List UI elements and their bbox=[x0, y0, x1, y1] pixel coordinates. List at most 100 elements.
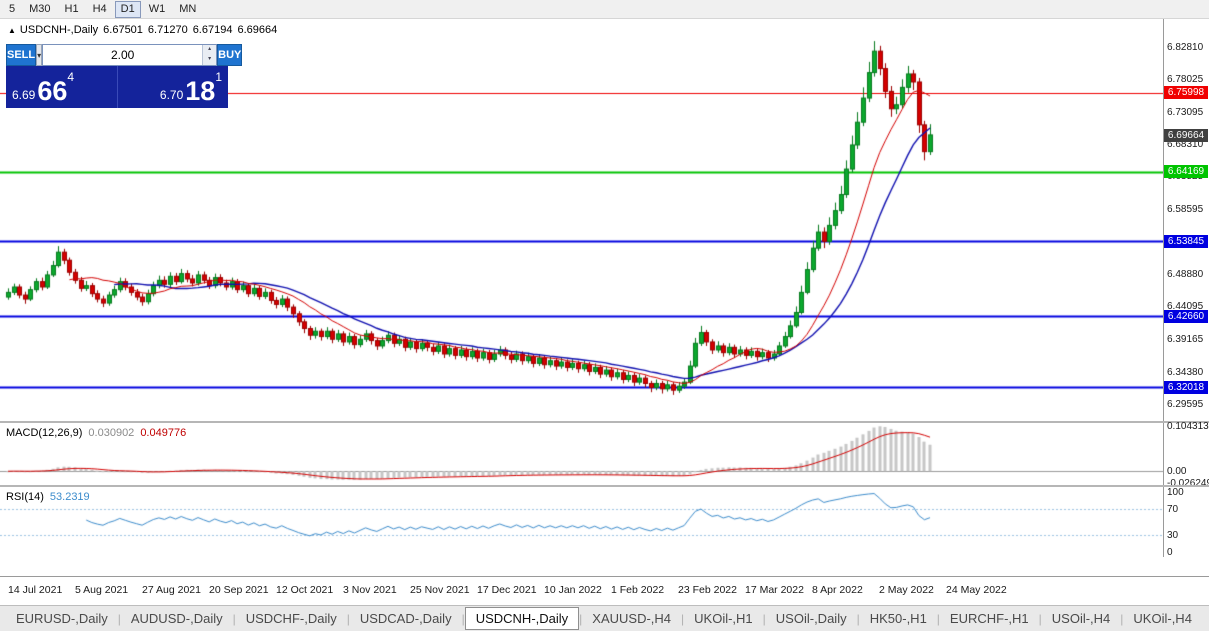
rsi-axis-tick: 0 bbox=[1167, 547, 1173, 558]
price-pane: 6.828106.780256.730956.683106.635256.585… bbox=[0, 19, 1209, 421]
price-tick: 6.78025 bbox=[1167, 74, 1204, 86]
macd-axis-tick: 0.104313 bbox=[1167, 421, 1209, 433]
ohlc-close: 6.69664 bbox=[237, 24, 278, 36]
price-tick: 6.44095 bbox=[1167, 301, 1204, 313]
chevron-down-icon: ▾ bbox=[37, 50, 42, 60]
timeframe-button-h4[interactable]: H4 bbox=[92, 2, 107, 15]
price-tick: 6.68310 bbox=[1167, 139, 1204, 151]
volume-field-wrap: ▴ ▾ bbox=[42, 44, 218, 66]
date-label: 2 May 2022 bbox=[879, 584, 934, 596]
sell-price-big: 66 bbox=[37, 76, 68, 106]
chart-tab-eurusd-daily[interactable]: EURUSD-,Daily bbox=[16, 611, 108, 626]
timeframe-button-5[interactable]: 5 bbox=[9, 2, 16, 15]
pane-separator[interactable] bbox=[0, 485, 1209, 487]
timeframe-button-d1[interactable]: D1 bbox=[114, 0, 141, 18]
date-label: 3 Nov 2021 bbox=[343, 584, 397, 596]
level-price-badge: 6.75998 bbox=[1164, 86, 1208, 100]
chart-tab-usdchf-daily[interactable]: USDCHF-,Daily bbox=[245, 611, 337, 626]
macd-pane: 0.104313 0.00 -0.026249 MACD(12,26,9) 0.030… bbox=[0, 421, 1209, 489]
buy-price-big: 18 bbox=[185, 76, 216, 106]
buy-price-display[interactable]: 6.70 18 1 bbox=[116, 66, 229, 108]
chart-tab-usdcnh-daily[interactable]: USDCNH-,Daily bbox=[464, 607, 580, 630]
collapse-arrow-icon: ▲ bbox=[8, 26, 16, 35]
chart-tab-ukoil-h1[interactable]: UKOil-,H1 bbox=[694, 611, 753, 626]
price-tick: 6.34380 bbox=[1167, 366, 1204, 378]
timeframe-button-m30[interactable]: M30 bbox=[29, 2, 51, 15]
date-label: 1 Feb 2022 bbox=[611, 584, 665, 596]
sell-price-display[interactable]: 6.69 66 4 bbox=[6, 66, 117, 108]
chart-tab-xauusd-h4[interactable]: XAUUSD-,H4 bbox=[592, 611, 672, 626]
chart-tab-usoil-h4[interactable]: USOil-,H4 bbox=[1051, 611, 1111, 626]
date-label: 17 Dec 2021 bbox=[477, 584, 537, 596]
rsi-axis-tick: 70 bbox=[1167, 503, 1179, 515]
buy-button[interactable]: BUY bbox=[217, 44, 243, 66]
macd-axis-tick: 0.00 bbox=[1167, 466, 1187, 478]
date-label: 17 Mar 2022 bbox=[745, 584, 804, 596]
level-price-badge: 6.42660 bbox=[1164, 309, 1208, 323]
level-price-badge: 6.32018 bbox=[1164, 380, 1208, 394]
chart-area: 6.828106.780256.730956.683106.635256.585… bbox=[0, 19, 1209, 631]
date-label: 27 Aug 2021 bbox=[142, 584, 201, 596]
date-label: 20 Sep 2021 bbox=[209, 584, 269, 596]
rsi-axis-tick: 30 bbox=[1167, 530, 1179, 542]
level-price-badge: 6.64169 bbox=[1164, 165, 1208, 179]
timeframe-button-mn[interactable]: MN bbox=[179, 2, 197, 15]
price-tick: 6.39165 bbox=[1167, 334, 1204, 346]
buy-price-small: 6.70 bbox=[159, 88, 184, 102]
chart-title: ▲ USDCNH-,Daily 6.67501 6.71270 6.67194 6.696… bbox=[8, 24, 277, 36]
sell-price-small: 6.69 bbox=[12, 88, 36, 102]
chart-tab-hk50-h1[interactable]: HK50-,H1 bbox=[869, 611, 927, 626]
rsi-canvas[interactable] bbox=[0, 487, 1163, 557]
price-tick: 6.73095 bbox=[1167, 107, 1204, 119]
current-price-badge: 6.69664 bbox=[1164, 128, 1208, 142]
macd-canvas[interactable] bbox=[0, 423, 1163, 485]
price-tick: 6.29595 bbox=[1167, 398, 1204, 410]
rsi-value: 53.2319 bbox=[49, 491, 90, 503]
volume-decrease-button[interactable]: ▾ bbox=[203, 55, 217, 65]
rsi-pane: 100 70 30 0 RSI(14) 53.2319 bbox=[0, 487, 1209, 558]
sell-button[interactable]: SELL bbox=[6, 44, 37, 66]
chart-tab-eurchf-h1[interactable]: EURCHF-,H1 bbox=[949, 611, 1029, 626]
pane-separator[interactable] bbox=[0, 421, 1209, 423]
chart-tab-usdcad-daily[interactable]: USDCAD-,Daily bbox=[359, 611, 452, 626]
timeframe-button-w1[interactable]: W1 bbox=[148, 2, 166, 15]
chart-tab-bar: EURUSD-,Daily | AUDUSD-,Daily | USDCHF-,Dail… bbox=[0, 605, 1209, 631]
ohlc-low: 6.67194 bbox=[192, 24, 233, 36]
date-label: 10 Jan 2022 bbox=[544, 584, 602, 596]
date-label: 14 Jul 2021 bbox=[8, 584, 63, 596]
date-label: 24 May 2022 bbox=[946, 584, 1007, 596]
date-label: 5 Aug 2021 bbox=[75, 584, 129, 596]
chart-tab-usoil-daily[interactable]: USOil-,Daily bbox=[775, 611, 847, 626]
chart-symbol-label: USDCNH-,Daily bbox=[19, 24, 99, 36]
volume-stepper: ▴ ▾ bbox=[202, 45, 217, 65]
macd-label: MACD(12,26,9) 0.030902 0.049776 bbox=[6, 427, 187, 439]
ohlc-open: 6.67501 bbox=[103, 24, 143, 36]
timeframe-button-h1[interactable]: H1 bbox=[64, 2, 79, 15]
chart-tab-audusd-daily[interactable]: AUDUSD-,Daily bbox=[130, 611, 223, 626]
rsi-label: RSI(14) 53.2319 bbox=[6, 491, 90, 503]
date-label: 25 Nov 2021 bbox=[410, 584, 470, 596]
rsi-axis-divider bbox=[1163, 487, 1164, 557]
order-options-dropdown[interactable]: ▾ bbox=[36, 44, 43, 66]
ohlc-high: 6.71270 bbox=[147, 24, 188, 36]
price-tick: 6.58595 bbox=[1167, 204, 1204, 216]
price-tick: 6.48880 bbox=[1167, 269, 1204, 281]
date-label: 23 Feb 2022 bbox=[678, 584, 737, 596]
macd-axis-tick: -0.026249 bbox=[1167, 477, 1209, 489]
volume-input[interactable] bbox=[43, 45, 203, 65]
macd-axis-divider bbox=[1163, 423, 1164, 485]
macd-signal-value: 0.049776 bbox=[140, 427, 187, 439]
timeframe-toolbar: 5 M30 H1 H4 D1 W1 MN bbox=[0, 0, 1209, 19]
chart-tab-ukoil-h4[interactable]: UKOil-,H4 bbox=[1133, 611, 1192, 626]
price-tick: 6.82810 bbox=[1167, 42, 1204, 54]
buy-price-sup: 1 bbox=[215, 70, 222, 84]
price-axis-divider bbox=[1163, 19, 1164, 421]
date-axis: 14 Jul 2021 5 Aug 2021 27 Aug 2021 20 Sep 2… bbox=[0, 576, 1209, 606]
sell-price-sup: 4 bbox=[67, 70, 75, 84]
volume-increase-button[interactable]: ▴ bbox=[203, 45, 217, 55]
macd-main-value: 0.030902 bbox=[88, 427, 135, 439]
date-label: 12 Oct 2021 bbox=[276, 584, 334, 596]
level-price-badge: 6.53845 bbox=[1164, 234, 1208, 248]
date-label: 8 Apr 2022 bbox=[812, 584, 863, 596]
